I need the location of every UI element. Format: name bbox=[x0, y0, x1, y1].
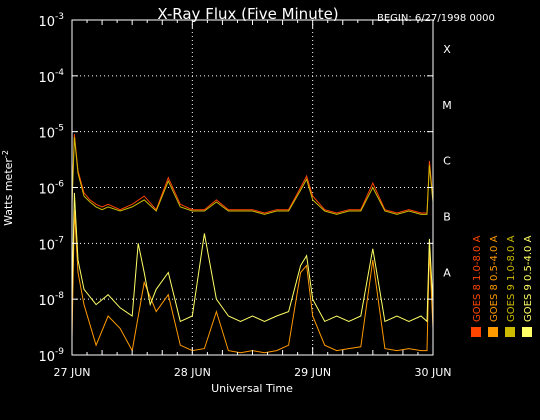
x-tick-label: 27 JUN bbox=[53, 366, 90, 379]
y-tick-exp: -4 bbox=[55, 68, 64, 78]
flare-class-label: A bbox=[443, 266, 451, 279]
legend: GOES 8 1.0-8.0 A GOES 8 0.5-4.0 A GOES 9 1… bbox=[471, 235, 534, 337]
y-tick-exp: -9 bbox=[55, 347, 64, 357]
legend-entry: GOES 9 0.5-4.0 A bbox=[523, 235, 534, 322]
series-line bbox=[71, 209, 434, 354]
y-tick-exp: -5 bbox=[55, 124, 64, 134]
series-line bbox=[71, 192, 434, 323]
y-tick-label: 10-3 bbox=[38, 12, 64, 30]
y-tick-base: 10 bbox=[38, 15, 55, 30]
y-tick-label: 10-4 bbox=[38, 68, 64, 86]
legend-swatch bbox=[488, 327, 498, 337]
y-tick-base: 10 bbox=[38, 71, 55, 86]
y-axis-label-exp: -2 bbox=[1, 150, 10, 158]
flare-class-labels: A B C M X bbox=[442, 43, 452, 279]
y-tick-exp: -8 bbox=[55, 291, 64, 301]
legend-swatch bbox=[522, 327, 532, 337]
y-tick-base: 10 bbox=[38, 294, 55, 309]
legend-entry: GOES 8 1.0-8.0 A bbox=[472, 235, 483, 322]
legend-swatch bbox=[505, 327, 515, 337]
y-tick-label: 10-6 bbox=[38, 180, 64, 198]
y-tick-base: 10 bbox=[38, 238, 55, 253]
flare-class-label: C bbox=[443, 155, 451, 168]
legend-entry: GOES 8 0.5-4.0 A bbox=[489, 235, 500, 322]
y-tick-exp: -3 bbox=[55, 12, 64, 22]
y-tick-label: 10-5 bbox=[38, 124, 64, 142]
legend-swatch bbox=[471, 327, 481, 337]
y-tick-label: 10-9 bbox=[38, 347, 64, 365]
y-axis-label: Watts meter-2 bbox=[1, 150, 15, 226]
flare-class-label: B bbox=[443, 210, 451, 223]
x-tick-label: 30 JUN bbox=[414, 366, 451, 379]
x-tick-label: 28 JUN bbox=[174, 366, 211, 379]
x-axis-label: Universal Time bbox=[211, 382, 293, 395]
flare-class-label: X bbox=[443, 43, 451, 56]
y-tick-base: 10 bbox=[38, 127, 55, 142]
x-axis-ticks: 27 JUN 28 JUN 29 JUN 30 JUN bbox=[53, 20, 452, 379]
y-tick-base: 10 bbox=[38, 350, 55, 365]
y-tick-base: 10 bbox=[38, 183, 55, 198]
flare-class-label: M bbox=[442, 99, 452, 112]
y-tick-label: 10-7 bbox=[38, 235, 64, 253]
series-line bbox=[71, 137, 434, 215]
y-tick-exp: -7 bbox=[55, 235, 64, 245]
y-tick-label: 10-8 bbox=[38, 291, 64, 309]
chart-title: X-Ray Flux (Five Minute) bbox=[157, 5, 338, 23]
series-lines bbox=[71, 134, 434, 354]
legend-entry: GOES 9 1.0-8.0 A bbox=[506, 235, 517, 322]
x-tick-label: 29 JUN bbox=[294, 366, 331, 379]
y-axis-label-text: Watts meter bbox=[2, 158, 15, 226]
series-line bbox=[71, 134, 434, 214]
y-axis-ticks: 10-910-810-710-610-510-410-3 bbox=[38, 12, 433, 365]
begin-label: BEGIN: 6/27/1998 0000 bbox=[377, 13, 495, 24]
y-tick-exp: -6 bbox=[55, 180, 64, 190]
